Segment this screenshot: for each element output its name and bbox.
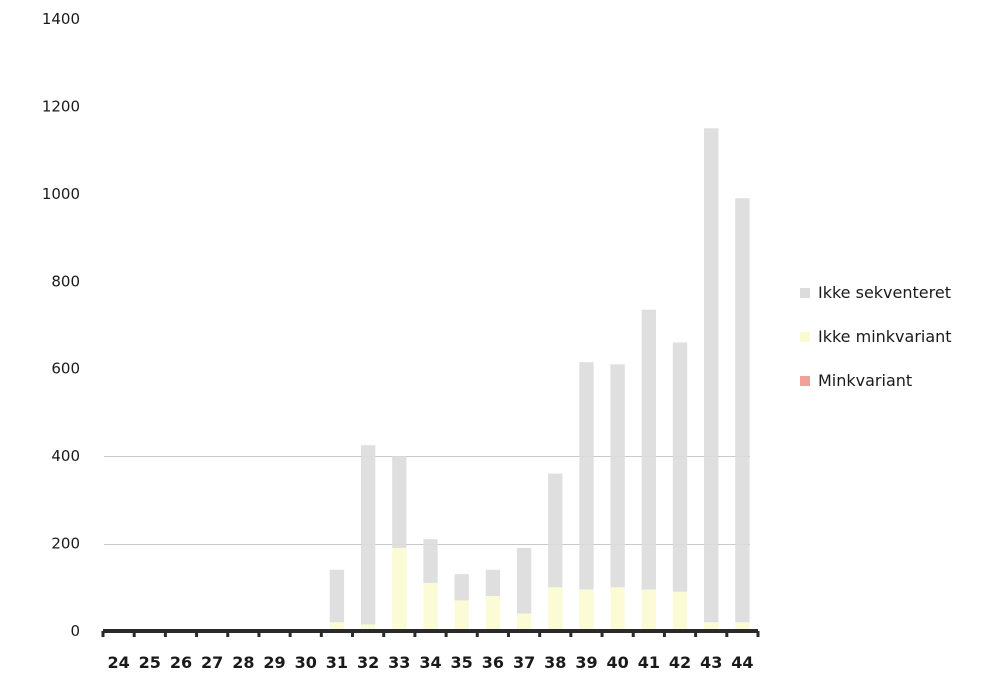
x-tick-label: 42 [669,653,691,672]
bar-segment [735,622,750,631]
bar-segment [423,582,438,631]
bar-segment [423,539,438,583]
y-tick-label: 800 [51,272,80,290]
legend-label: Ikke sekventeret [818,283,951,302]
bar-segment [516,547,532,614]
legend-swatch [800,376,810,386]
y-tick-label: 1200 [42,97,80,115]
x-tick-label: 40 [607,653,629,672]
x-tick-label: 29 [263,653,285,672]
x-tick-label: 38 [544,653,566,672]
bar-segment [672,591,688,631]
bar-segment [704,128,719,623]
bar-segment [485,569,501,597]
x-tick-label: 24 [107,653,129,672]
bar-segment [548,473,563,588]
bar-segment [610,364,625,588]
x-tick-label: 34 [419,653,441,672]
legend-swatch [800,332,810,342]
bar-segment [485,596,501,631]
x-tick-label: 39 [575,653,597,672]
x-tick-label: 37 [513,653,535,672]
bar-segment [454,574,469,601]
x-tick-label: 32 [357,653,379,672]
bar-segment [329,622,345,631]
legend-swatch [800,288,810,298]
x-tick-label: 44 [731,653,753,672]
x-tick-label: 35 [451,653,473,672]
bar-segment [579,589,594,631]
y-tick-label: 0 [70,622,80,640]
bar-segment [548,587,563,631]
x-tick-label: 36 [482,653,504,672]
x-tick-label: 31 [326,653,348,672]
bar-segment [672,342,688,592]
bar-segment [392,547,407,631]
bar-segment [579,362,594,590]
y-tick-label: 600 [51,360,80,378]
x-tick-label: 30 [295,653,317,672]
bar-segment [360,624,376,631]
bars-group [329,128,750,631]
legend-label: Ikke minkvariant [818,327,952,346]
x-tick-label: 28 [232,653,254,672]
y-ticks-group: 0 200 400 600 800 1000 1200 1400 [42,10,80,640]
y-tick-label: 400 [51,447,80,465]
legend: Ikke sekventeret Ikke minkvariant Minkvari… [800,283,952,390]
bar-segment [392,456,407,548]
x-tick-label: 26 [170,653,192,672]
bar-segment [704,622,719,631]
bar-segment [641,589,657,631]
bar-segment [610,587,625,631]
x-tick-label: 33 [388,653,410,672]
y-tick-label: 1000 [42,185,80,203]
bar-segment [360,445,376,625]
x-tick-label: 25 [139,653,161,672]
bar-segment [516,613,532,631]
bar-segment [641,309,657,590]
x-tick-label: 41 [638,653,660,672]
y-tick-label: 1400 [42,10,80,28]
bar-segment [329,569,345,623]
x-ticks-group: 24 25 26 27 28 29 30 31 32 33 34 35 36 37 38 39 40 41 42 43… [101,631,760,672]
legend-label: Minkvariant [818,371,912,390]
x-tick-label: 43 [700,653,722,672]
bar-segment [735,198,750,623]
y-tick-label: 200 [51,535,80,553]
bar-segment [454,600,469,631]
x-tick-label: 27 [201,653,223,672]
